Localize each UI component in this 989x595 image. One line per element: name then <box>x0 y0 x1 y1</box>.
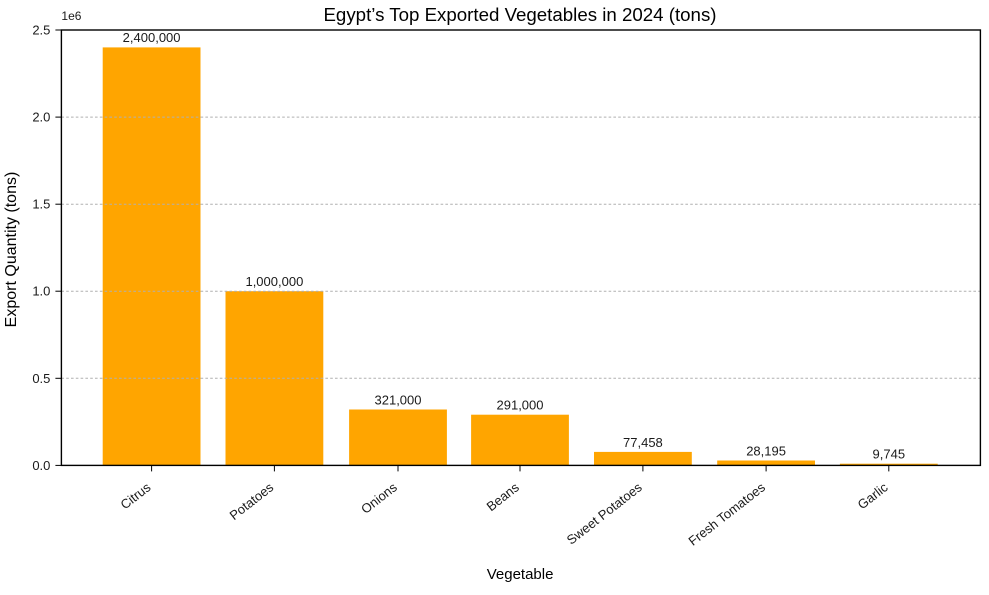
svg-text:2.5: 2.5 <box>32 23 50 38</box>
svg-text:321,000: 321,000 <box>375 393 422 408</box>
svg-text:0.0: 0.0 <box>32 458 50 473</box>
svg-text:0.5: 0.5 <box>32 371 50 386</box>
svg-text:Vegetable: Vegetable <box>487 566 554 583</box>
svg-text:1e6: 1e6 <box>61 9 81 23</box>
svg-text:28,195: 28,195 <box>746 444 786 459</box>
svg-text:9,745: 9,745 <box>873 447 906 462</box>
svg-text:Egypt’s Top Exported Vegetable: Egypt’s Top Exported Vegetables in 2024 … <box>323 4 716 25</box>
svg-text:291,000: 291,000 <box>497 398 544 413</box>
svg-text:Export Quantity (tons): Export Quantity (tons) <box>3 172 20 328</box>
svg-text:1.0: 1.0 <box>32 284 50 299</box>
svg-text:2,400,000: 2,400,000 <box>123 30 181 45</box>
svg-text:1,000,000: 1,000,000 <box>245 274 303 289</box>
svg-text:2.0: 2.0 <box>32 110 50 125</box>
svg-text:1.5: 1.5 <box>32 197 50 212</box>
svg-text:77,458: 77,458 <box>623 435 663 450</box>
